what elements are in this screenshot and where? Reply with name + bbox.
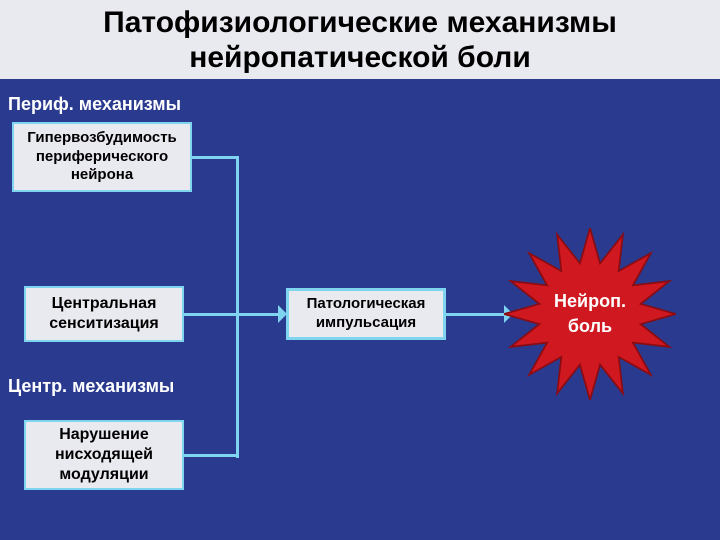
box-sensitization: Центральнаясенситизация xyxy=(24,286,184,342)
title-line2: нейропатической боли xyxy=(189,41,531,74)
conn-to-star xyxy=(446,313,504,316)
conn-vertical xyxy=(236,157,239,458)
box-modulation-text: Нарушениенисходящеймодуляции xyxy=(55,425,153,485)
box-hyperexcitability: Гипервозбудимостьпериферическогонейрона xyxy=(12,122,192,192)
box-hyperexcitability-text: Гипервозбудимостьпериферическогонейрона xyxy=(27,129,177,185)
title-line1: Патофизиологические механизмы xyxy=(103,6,617,39)
slide-root: Патофизиологические механизмы нейропатич… xyxy=(0,0,720,540)
box-impulsation: Патологическаяимпульсация xyxy=(286,288,446,340)
arrow-to-impuls xyxy=(278,305,287,323)
conn-modul-horiz xyxy=(184,454,239,457)
starburst-result: Нейроп. боль xyxy=(504,228,676,400)
box-modulation: Нарушениенисходящеймодуляции xyxy=(24,420,184,490)
conn-hyper-horiz xyxy=(192,156,239,159)
starburst-line2: боль xyxy=(568,314,612,339)
starburst-label: Нейроп. боль xyxy=(504,228,676,400)
box-impulsation-text: Патологическаяимпульсация xyxy=(307,295,426,333)
conn-sensit-horiz xyxy=(184,313,239,316)
subheader-peripheral: Периф. механизмы xyxy=(8,94,181,115)
slide-title: Патофизиологические механизмы нейропатич… xyxy=(0,0,720,79)
conn-to-impuls xyxy=(236,313,278,316)
subheader-central: Центр. механизмы xyxy=(8,376,174,397)
starburst-line1: Нейроп. xyxy=(554,289,626,314)
box-sensitization-text: Центральнаясенситизация xyxy=(49,294,159,334)
